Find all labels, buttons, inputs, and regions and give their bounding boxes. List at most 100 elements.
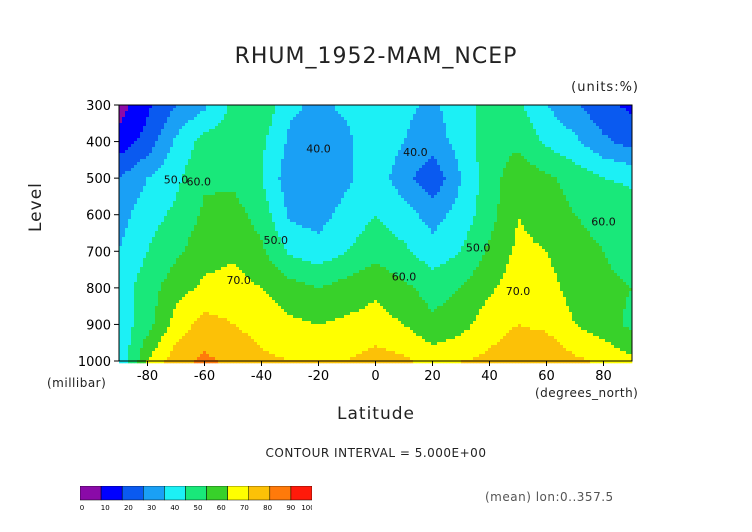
contour-cell: [131, 147, 135, 151]
contour-cell: [149, 168, 153, 172]
contour-cell: [260, 198, 264, 202]
contour-cell: [266, 249, 270, 253]
contour-cell: [125, 123, 129, 127]
contour-cell: [269, 105, 273, 109]
contour-cell: [122, 300, 126, 304]
contour-cell: [248, 141, 252, 145]
contour-cell: [263, 177, 267, 181]
contour-cell: [245, 105, 249, 109]
contour-cell: [164, 114, 168, 118]
contour-cell: [146, 219, 150, 223]
contour-cell: [188, 183, 192, 187]
contour-cell: [140, 321, 144, 325]
contour-cell: [194, 129, 198, 133]
contour-cell: [194, 108, 198, 112]
contour-cell: [269, 198, 273, 202]
contour-cell: [197, 171, 201, 175]
contour-cell: [245, 186, 249, 190]
contour-cell: [236, 159, 240, 163]
contour-cell: [155, 192, 159, 196]
contour-cell: [209, 189, 213, 193]
contour-cell: [218, 156, 222, 160]
contour-cell: [197, 354, 201, 358]
contour-cell: [119, 300, 123, 304]
contour-cell: [140, 333, 144, 337]
contour-cell: [155, 336, 159, 340]
contour-cell: [161, 192, 165, 196]
contour-cell: [248, 309, 252, 313]
contour-cell: [131, 318, 135, 322]
contour-cell: [185, 351, 189, 355]
contour-cell: [281, 336, 285, 340]
contour-cell: [137, 219, 141, 223]
contour-cell: [203, 162, 207, 166]
contour-cell: [122, 297, 126, 301]
contour-cell: [218, 270, 222, 274]
contour-cell: [194, 111, 198, 115]
contour-cell: [173, 276, 177, 280]
contour-cell: [221, 309, 225, 313]
contour-cell: [155, 150, 159, 154]
contour-cell: [260, 333, 264, 337]
contour-cell: [191, 243, 195, 247]
contour-cell: [128, 273, 132, 277]
contour-cell: [245, 210, 249, 214]
contour-cell: [275, 108, 279, 112]
contour-cell: [146, 348, 150, 352]
contour-cell: [125, 120, 129, 124]
contour-cell: [230, 342, 234, 346]
contour-cell: [170, 282, 174, 286]
contour-cell: [260, 261, 264, 265]
contour-cell: [266, 357, 270, 361]
contour-cell: [158, 324, 162, 328]
contour-cell: [152, 234, 156, 238]
contour-cell: [269, 357, 273, 361]
contour-cell: [137, 147, 141, 151]
contour-cell: [272, 345, 276, 349]
contour-cell: [197, 144, 201, 148]
contour-cell: [194, 201, 198, 205]
contour-cell: [128, 330, 132, 334]
contour-cell: [119, 132, 123, 136]
contour-cell: [233, 132, 237, 136]
contour-cell: [269, 297, 273, 301]
contour-cell: [167, 225, 171, 229]
contour-cell: [260, 312, 264, 316]
contour-cell: [290, 204, 294, 208]
contour-cell: [161, 345, 165, 349]
contour-cell: [233, 150, 237, 154]
contour-cell: [185, 165, 189, 169]
contour-cell: [155, 165, 159, 169]
contour-cell: [176, 282, 180, 286]
contour-cell: [131, 108, 135, 112]
contour-cell: [281, 195, 285, 199]
contour-cell: [131, 156, 135, 160]
contour-cell: [260, 210, 264, 214]
contour-cell: [131, 294, 135, 298]
contour-cell: [278, 333, 282, 337]
contour-cell: [239, 282, 243, 286]
contour-cell: [248, 177, 252, 181]
contour-cell: [143, 180, 147, 184]
contour-cell: [152, 156, 156, 160]
contour-cell: [158, 171, 162, 175]
contour-cell: [185, 315, 189, 319]
contour-cell: [290, 276, 294, 280]
contour-cell: [251, 114, 255, 118]
contour-cell: [182, 204, 186, 208]
contour-cell: [269, 255, 273, 259]
contour-cell: [173, 126, 177, 130]
contour-cell: [155, 246, 159, 250]
contour-cell: [143, 141, 147, 145]
contour-cell: [287, 180, 291, 184]
contour-cell: [254, 354, 258, 358]
contour-cell: [173, 240, 177, 244]
contour-cell: [269, 240, 273, 244]
contour-cell: [218, 177, 222, 181]
contour-cell: [251, 288, 255, 292]
contour-cell: [125, 135, 129, 139]
contour-cell: [125, 243, 129, 247]
contour-cell: [176, 120, 180, 124]
contour-cell: [140, 216, 144, 220]
contour-cell: [281, 243, 285, 247]
